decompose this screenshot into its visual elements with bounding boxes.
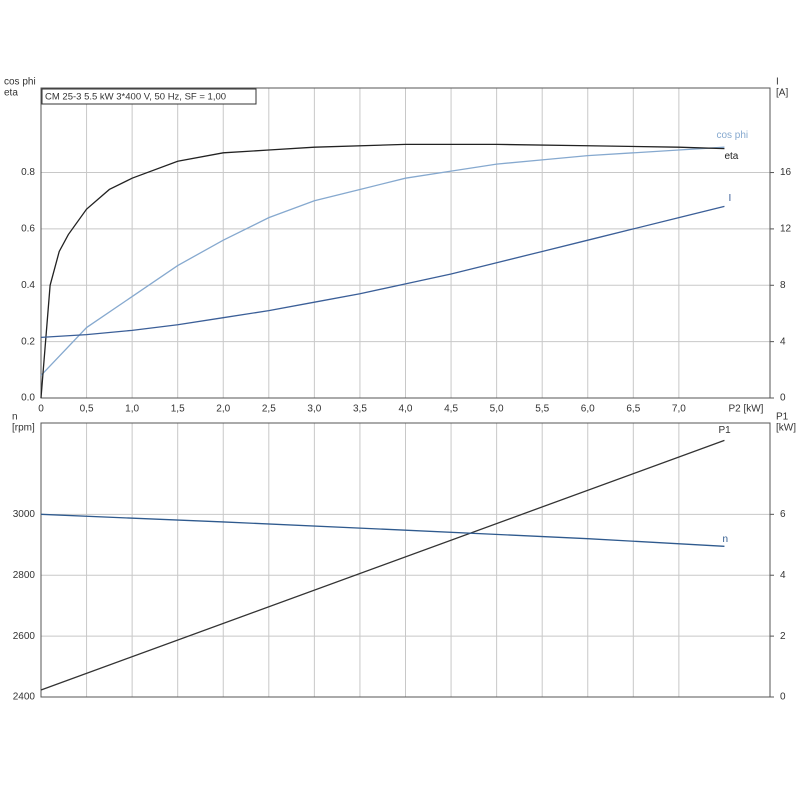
y-tick-label: 2600 bbox=[13, 631, 36, 642]
x-tick-label: 0,5 bbox=[80, 404, 94, 415]
y2-tick-label: 0 bbox=[780, 393, 786, 404]
x-tick-label: 1,5 bbox=[171, 404, 185, 415]
x-tick-label: 4,5 bbox=[444, 404, 458, 415]
y2-tick-label: 6 bbox=[780, 509, 786, 520]
y2-axis-label: [kW] bbox=[776, 423, 796, 434]
y-tick-label: 3000 bbox=[13, 509, 36, 520]
y-tick-label: 0.6 bbox=[21, 224, 35, 235]
x-axis-label: P2 [kW] bbox=[728, 404, 763, 415]
series-line bbox=[40, 146, 725, 376]
y-tick-label: 0.2 bbox=[21, 336, 35, 347]
y2-axis-label: [A] bbox=[776, 88, 788, 99]
x-tick-label: 1,0 bbox=[125, 404, 139, 415]
x-tick-label: 0 bbox=[38, 404, 44, 415]
series-line bbox=[40, 513, 725, 547]
y-tick-label: 0.8 bbox=[21, 167, 35, 178]
y2-axis-label: P1 bbox=[776, 412, 789, 423]
x-tick-label: 7,0 bbox=[672, 404, 686, 415]
x-tick-label: 2,0 bbox=[216, 404, 230, 415]
series-line bbox=[40, 439, 725, 691]
series-label: n bbox=[722, 534, 728, 545]
y-axis-label: n bbox=[12, 412, 18, 423]
series-line bbox=[40, 205, 725, 339]
y-axis-label: [rpm] bbox=[12, 423, 35, 434]
series-line bbox=[40, 143, 725, 399]
y-tick-label: 0.0 bbox=[21, 393, 35, 404]
series-label: I bbox=[728, 193, 731, 204]
y2-tick-label: 12 bbox=[780, 224, 792, 235]
plot-frame bbox=[40, 87, 771, 399]
x-tick-label: 5,0 bbox=[490, 404, 504, 415]
y2-tick-label: 0 bbox=[780, 692, 786, 703]
x-tick-label: 5,5 bbox=[535, 404, 549, 415]
series-label: cos phi bbox=[716, 130, 748, 141]
annotation-box bbox=[41, 88, 257, 105]
x-tick-label: 6,5 bbox=[626, 404, 640, 415]
series-label: P1 bbox=[718, 425, 731, 436]
y2-tick-label: 4 bbox=[780, 570, 786, 581]
x-tick-label: 6,0 bbox=[581, 404, 595, 415]
y2-tick-label: 8 bbox=[780, 280, 786, 291]
x-tick-label: 2,5 bbox=[262, 404, 276, 415]
annotation: CM 25-3 5.5 kW 3*400 V, 50 Hz, SF = 1,00 bbox=[45, 92, 226, 103]
y-axis-label: cos phi bbox=[4, 77, 36, 88]
y-tick-label: 0.4 bbox=[21, 280, 35, 291]
x-tick-label: 3,5 bbox=[353, 404, 367, 415]
x-tick-label: 3,0 bbox=[307, 404, 321, 415]
y2-tick-label: 4 bbox=[780, 336, 786, 347]
plot-frame bbox=[40, 422, 771, 698]
y2-axis-label: I bbox=[776, 77, 779, 88]
series-label: eta bbox=[724, 151, 738, 162]
x-tick-label: 4,0 bbox=[399, 404, 413, 415]
y-axis-label: eta bbox=[4, 88, 18, 99]
y2-tick-label: 16 bbox=[780, 167, 792, 178]
y-tick-label: 2400 bbox=[13, 692, 36, 703]
y-tick-label: 2800 bbox=[13, 570, 36, 581]
y2-tick-label: 2 bbox=[780, 631, 786, 642]
